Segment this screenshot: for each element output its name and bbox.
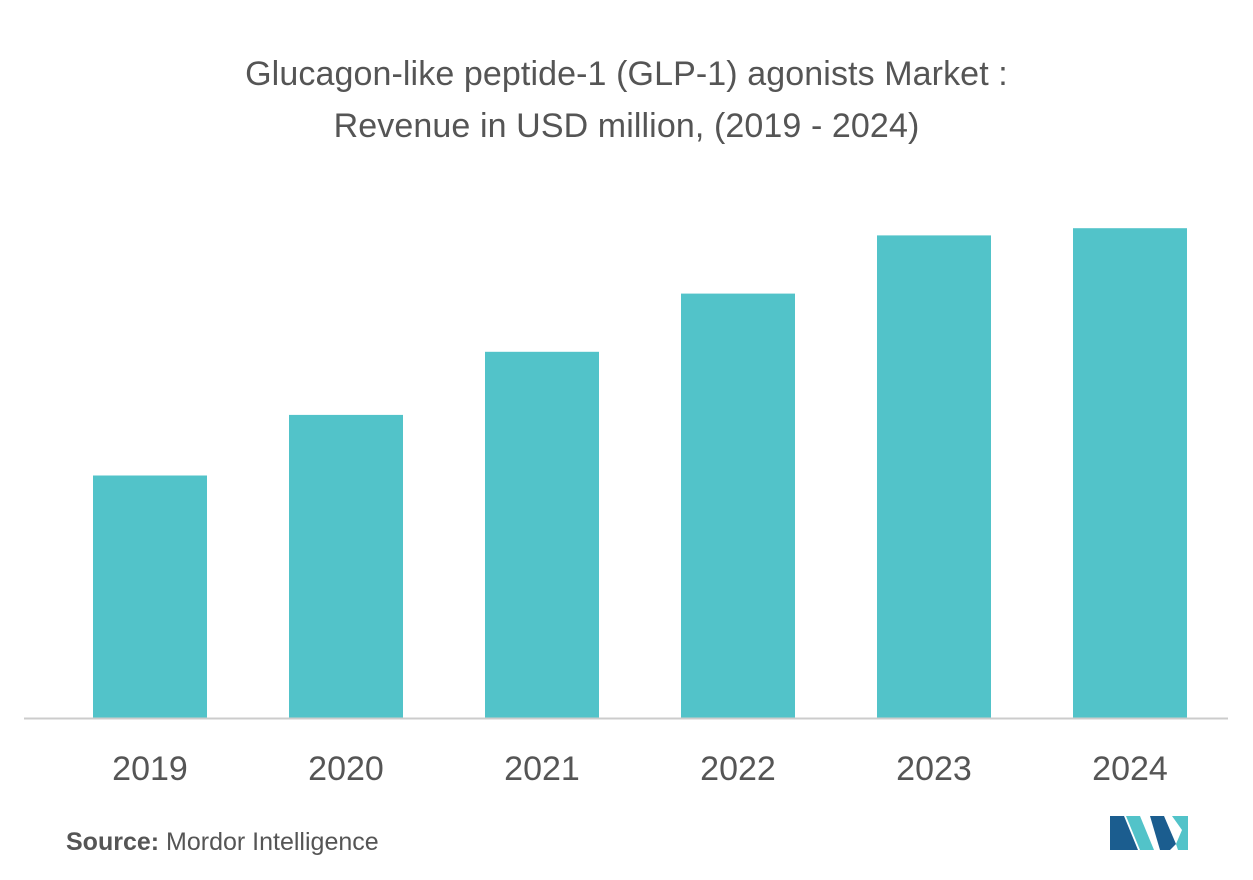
bar-2023 xyxy=(877,235,991,718)
source-label: Source: xyxy=(66,828,160,856)
bar-2020 xyxy=(289,414,403,718)
logo-shape-left xyxy=(1110,816,1138,850)
chart-title-line-1: Glucagon-like peptide-1 (GLP-1) agonists… xyxy=(245,55,1008,93)
x-tick-label-2021: 2021 xyxy=(504,750,580,788)
x-tick-label-2024: 2024 xyxy=(1092,750,1168,788)
chart-title: Glucagon-like peptide-1 (GLP-1) agonists… xyxy=(0,48,1253,152)
bar-2019 xyxy=(93,475,207,718)
mordor-intelligence-logo-icon xyxy=(1110,816,1188,850)
bar-2021 xyxy=(485,351,599,718)
chart-title-line-2: Revenue in USD million, (2019 - 2024) xyxy=(333,107,920,145)
bar-2022 xyxy=(681,293,795,718)
source-text: Mordor Intelligence xyxy=(166,828,379,856)
logo-shape-middle xyxy=(1126,816,1154,850)
x-tick-label-2023: 2023 xyxy=(896,750,972,788)
bar-2024 xyxy=(1073,228,1187,718)
source-note: Source: Mordor Intelligence xyxy=(66,828,379,857)
x-tick-label-2022: 2022 xyxy=(700,750,776,788)
logo-shape-right-light xyxy=(1172,816,1188,850)
x-tick-label-2020: 2020 xyxy=(308,750,384,788)
x-tick-label-2019: 2019 xyxy=(112,750,188,788)
logo-shape-right-dark xyxy=(1150,816,1176,850)
